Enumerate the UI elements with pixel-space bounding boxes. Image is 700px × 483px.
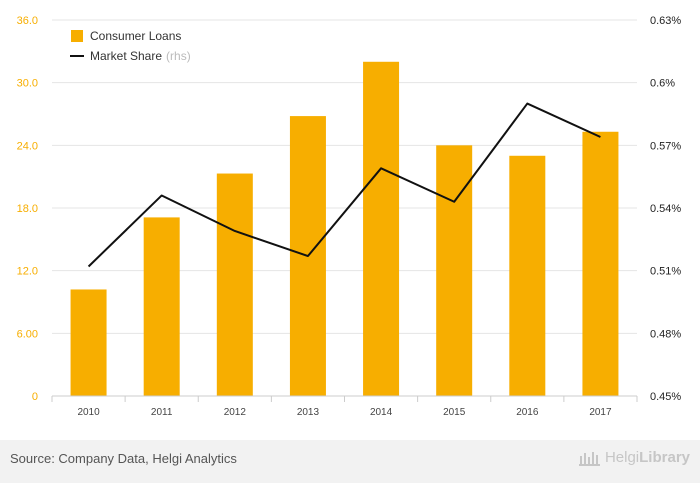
y-right-tick-label: 0.63% — [650, 15, 681, 27]
legend-label-consumer-loans: Consumer Loans — [90, 29, 181, 43]
y-right-tick-label: 0.51% — [650, 266, 681, 278]
y-right-tick-label: 0.45% — [650, 391, 681, 403]
brand-bold: Library — [639, 448, 690, 466]
y-left-tick-label: 18.0 — [17, 203, 38, 215]
line-series — [87, 102, 601, 268]
bar — [509, 155, 546, 396]
y-left-tick-label: 30.0 — [17, 78, 38, 90]
bar-series — [70, 61, 619, 397]
bar — [436, 145, 473, 396]
x-tick-label: 2013 — [297, 407, 320, 418]
bar — [143, 217, 180, 396]
bar — [216, 173, 253, 396]
legend-swatch-consumer-loans — [71, 30, 83, 42]
y-right-tick-label: 0.48% — [650, 328, 681, 340]
x-tick-label: 2017 — [589, 407, 612, 418]
legend-market-share-name: Market Share — [90, 49, 162, 63]
legend-label-market-share: Market Share (rhs) — [90, 49, 191, 63]
bar — [582, 131, 619, 396]
axes: 0 6.00 12.0 18.0 24.0 30.0 36.0 0.45% 0.48% 0.51%… — [17, 15, 682, 418]
y-left-tick-label: 24.0 — [17, 140, 38, 152]
x-tick-label: 2011 — [151, 407, 173, 418]
y-left-tick-label: 12.0 — [17, 266, 38, 278]
x-tick-label: 2010 — [77, 407, 100, 418]
helgi-library-logo: Helgi Library — [578, 448, 690, 466]
gridlines — [52, 19, 637, 334]
x-tick-label: 2012 — [224, 407, 247, 418]
library-icon — [578, 452, 600, 466]
legend: Consumer Loans Market Share (rhs) — [70, 29, 191, 63]
bar — [363, 61, 400, 397]
legend-rhs-note: (rhs) — [166, 49, 191, 63]
chart: 0 6.00 12.0 18.0 24.0 30.0 36.0 0.45% 0.48% 0.51%… — [17, 15, 682, 418]
y-right-tick-label: 0.54% — [650, 203, 681, 215]
brand-light: Helgi — [604, 448, 640, 466]
market-share-line — [87, 102, 601, 268]
y-right-tick-label: 0.57% — [650, 140, 681, 152]
footer: Source: Company Data, Helgi Analytics He… — [0, 440, 700, 483]
x-tick-label: 2015 — [443, 407, 466, 418]
y-left-tick-label: 0 — [32, 391, 38, 403]
bar — [70, 289, 107, 396]
x-tick-label: 2014 — [370, 407, 393, 418]
source-text: Source: Company Data, Helgi Analytics — [10, 451, 237, 466]
y-left-tick-label: 36.0 — [17, 15, 38, 27]
y-left-tick-label: 6.00 — [17, 328, 38, 340]
y-right-tick-label: 0.6% — [650, 78, 675, 90]
x-tick-label: 2016 — [516, 407, 539, 418]
